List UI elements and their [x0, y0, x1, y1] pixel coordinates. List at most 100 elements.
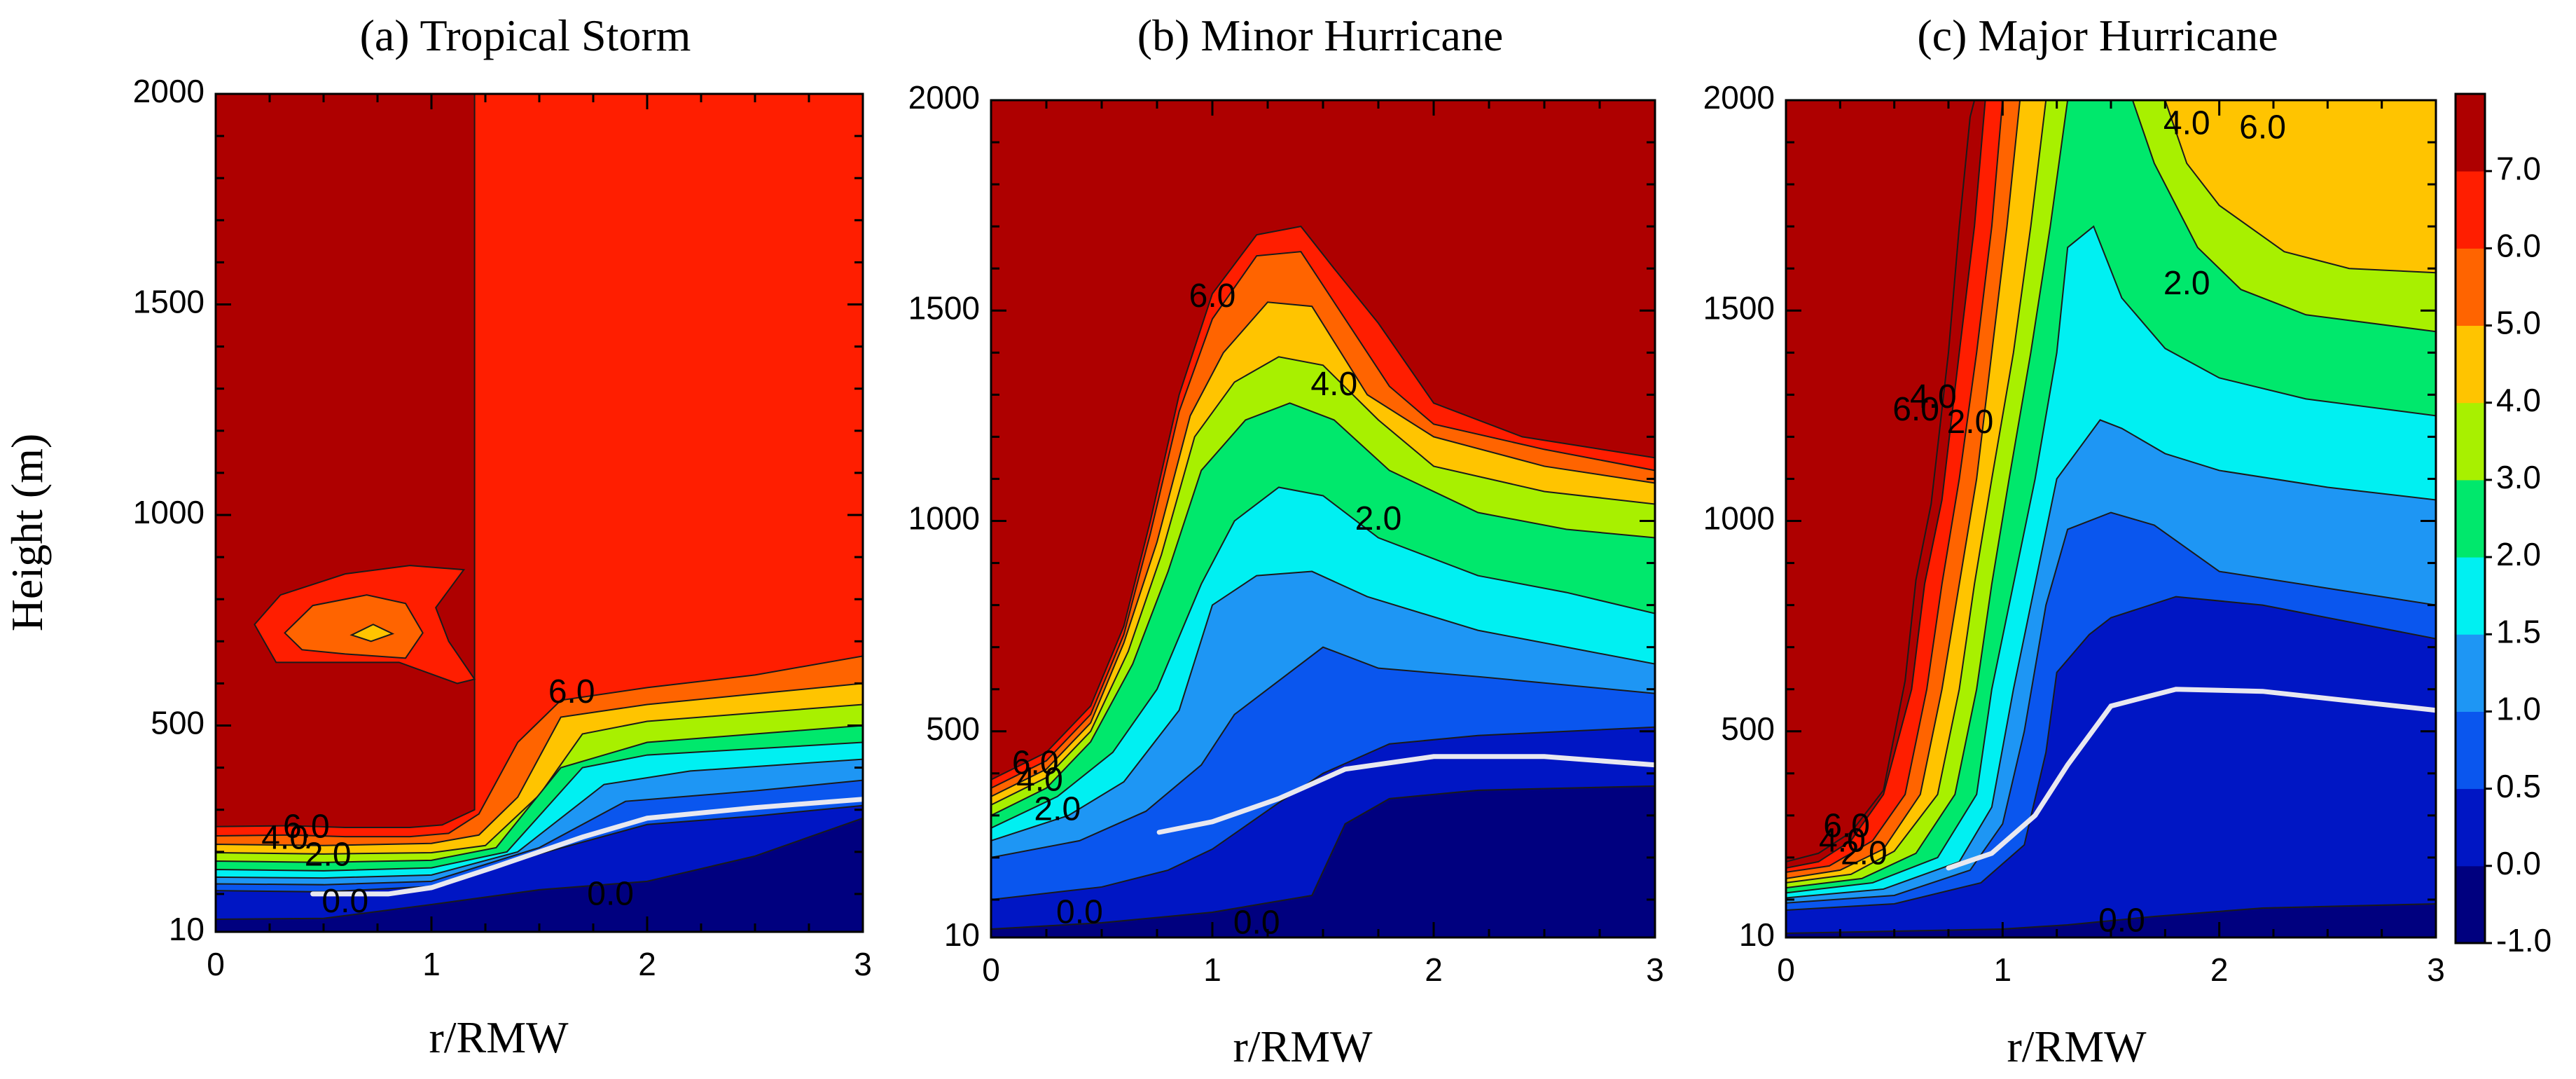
contour-label: 2.0 — [1034, 791, 1081, 828]
contour-plot: 6.04.02.06.04.02.00.0 0.00 1 2 3105001000150… — [908, 79, 1664, 988]
zero-contour-line — [310, 797, 863, 897]
contour-label: 6.0 — [2239, 109, 2286, 146]
panel-title: (c) Major Hurricane — [1917, 11, 2278, 60]
contour-label: 4.0 — [1310, 366, 1357, 403]
contour-label: 0.0 — [2098, 902, 2145, 940]
x-tick-label: 0 — [982, 951, 1000, 988]
contour-label: 2.0 — [2163, 265, 2210, 302]
x-tick-label: 2 — [638, 946, 656, 982]
contour-label: 4.0 — [2163, 105, 2210, 142]
y-tick-label: 10 — [169, 911, 205, 947]
y-tick-label: 10 — [1739, 916, 1775, 953]
contour-blob — [284, 594, 424, 659]
x-tick-label: 1 — [1994, 951, 2012, 988]
contour-label: 4.0 — [1910, 378, 1957, 415]
x-tick-label: 2 — [2210, 951, 2229, 988]
zero-contour-line — [1156, 754, 1655, 835]
y-tick-label: 500 — [151, 705, 205, 741]
colorbar-label: 1.5 — [2496, 613, 2541, 650]
y-tick-label: 2000 — [908, 79, 980, 116]
contour-fill-group: 6.06.04.02.00.0 0.0 — [216, 94, 863, 932]
y-tick-label: 2000 — [133, 73, 205, 109]
colorbar-swatch — [2456, 479, 2485, 558]
colorbar-label: 3.0 — [2496, 459, 2541, 495]
colorbar-label: 4.0 — [2496, 382, 2541, 418]
x-tick-label: 0 — [207, 946, 225, 982]
colorbar-label: 1.0 — [2496, 691, 2541, 727]
y-tick-label: 1500 — [133, 284, 205, 320]
y-tick-label: 500 — [1721, 710, 1775, 747]
y-tick-label: 10 — [944, 916, 980, 953]
contour-fill-group: 6.04.02.06.04.02.00.0 0.0 — [991, 100, 1655, 942]
contour-fill-group: 6.04.02.06.04.02.06.04.02.00.0 — [1786, 100, 2436, 940]
colorbar-label: 5.0 — [2496, 305, 2541, 341]
contour-label: 6.0 — [1012, 744, 1059, 781]
panel-minor-hurricane: (b) Minor Hurricane 6.04.02.06.04.02.00.… — [908, 11, 1664, 988]
y-tick-label: 2000 — [1703, 79, 1775, 116]
colorbar-swatch — [2456, 171, 2485, 249]
x-tick-label: 2 — [1425, 951, 1443, 988]
y-axis-label: Height (m) — [2, 434, 52, 632]
x-tick-label: 3 — [1646, 951, 1664, 988]
y-tick-label: 1000 — [133, 494, 205, 530]
contour-label: 4.0 — [261, 820, 308, 857]
contour-label: 6.0 — [1189, 277, 1236, 315]
panel-title: (b) Minor Hurricane — [1137, 11, 1503, 60]
contour-label: 6.0 — [1823, 808, 1870, 845]
panel-tropical-storm: (a) Tropical Storm 6.06.04.02.00.0 0.00 1 2… — [133, 11, 872, 982]
x-tick-label: 1 — [422, 946, 441, 982]
colorbar: -1.0 0.0 0.5 1.0 1.5 2.0 3.0 4.0 5.0 6.0 7.0 — [2454, 92, 2551, 958]
colorbar-swatch — [2456, 634, 2485, 712]
contour-label: 2.0 — [1355, 500, 1402, 537]
colorbar-swatch — [2456, 557, 2485, 635]
colorbar-swatch — [2456, 94, 2485, 172]
contour-label: 6.0 — [548, 673, 595, 710]
panel-title: (a) Tropical Storm — [360, 11, 691, 60]
colorbar-label: 0.0 — [2496, 845, 2541, 881]
y-tick-label: 1000 — [1703, 500, 1775, 537]
contour-band — [1786, 596, 2436, 937]
colorbar-swatch — [2456, 865, 2485, 944]
contour-label: 2.0 — [1841, 835, 1888, 872]
contour-band — [991, 785, 1655, 937]
contour-label: 6.0 — [283, 808, 330, 845]
x-axis-label: r/RMW — [429, 1012, 569, 1062]
colorbar-label: 2.0 — [2496, 536, 2541, 572]
x-axis-label: r/RMW — [1233, 1022, 1373, 1071]
contour-blob — [349, 624, 395, 642]
colorbar-swatch — [2456, 402, 2485, 481]
contour-label: 0.0 — [587, 876, 634, 913]
y-tick-label: 1000 — [908, 500, 980, 537]
colorbar-swatch — [2456, 711, 2485, 790]
contour-label: 4.0 — [1016, 761, 1063, 798]
contour-band — [216, 817, 863, 932]
zero-contour-line — [1946, 687, 2436, 871]
contour-label: 6.0 — [1892, 391, 1939, 428]
x-tick-label: 1 — [1203, 951, 1221, 988]
colorbar-label: 7.0 — [2496, 150, 2541, 186]
colorbar-swatch — [2456, 248, 2485, 327]
colorbar-swatch — [2456, 325, 2485, 404]
y-tick-label: 1500 — [908, 289, 980, 326]
contour-plot: 6.04.02.06.04.02.06.04.02.00.00 1 2 3105001… — [1703, 79, 2445, 988]
x-axis-label: r/RMW — [2007, 1022, 2147, 1071]
x-tick-label: 3 — [854, 946, 872, 982]
colorbar-label: -1.0 — [2496, 922, 2551, 958]
panel-major-hurricane: (c) Major Hurricane 6.04.02.06.04.02.06.… — [1703, 11, 2445, 988]
contour-label: 0.0 — [1233, 905, 1280, 942]
colorbar-label: 6.0 — [2496, 228, 2541, 264]
contour-label: 0.0 — [321, 883, 368, 920]
contour-label: 2.0 — [1947, 404, 1994, 441]
x-tick-label: 0 — [1777, 951, 1795, 988]
y-tick-label: 500 — [926, 710, 980, 747]
contour-label: 4.0 — [1819, 823, 1866, 860]
x-tick-label: 3 — [2427, 951, 2445, 988]
contour-label: 0.0 — [1056, 894, 1103, 931]
colorbar-frame — [2454, 92, 2486, 944]
colorbar-swatch — [2456, 788, 2485, 867]
y-tick-label: 1500 — [1703, 289, 1775, 326]
contour-label: 2.0 — [305, 837, 352, 874]
colorbar-label: 0.5 — [2496, 768, 2541, 804]
